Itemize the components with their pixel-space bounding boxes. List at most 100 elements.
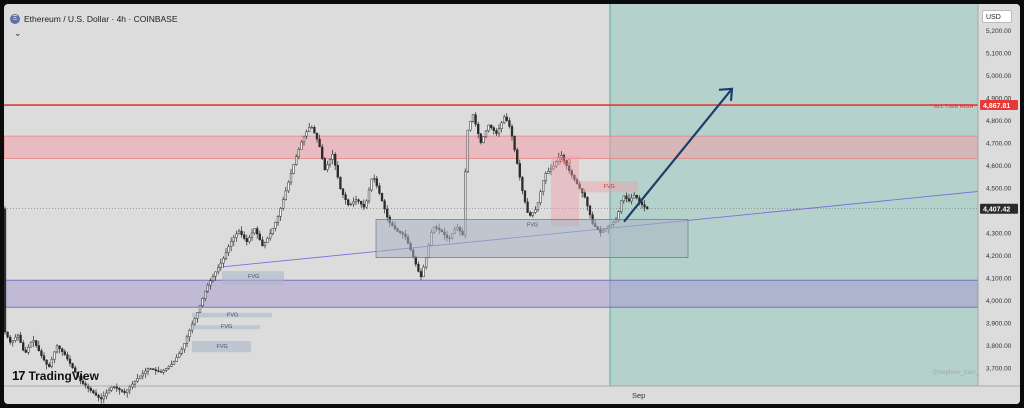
candle-body: [562, 155, 566, 161]
candle-body: [510, 126, 514, 137]
candle-body: [214, 271, 217, 277]
candle-body: [248, 237, 251, 242]
candle-body: [547, 170, 550, 174]
candle-body: [617, 211, 620, 221]
supply-zone: [4, 135, 979, 159]
candle-body: [378, 185, 381, 194]
candle-body: [521, 176, 524, 192]
candle-body: [279, 208, 282, 217]
candle-body: [146, 368, 150, 372]
fvg-label: FVG: [221, 324, 232, 330]
candle-body: [422, 266, 425, 278]
candle-body: [518, 163, 521, 178]
candle-body: [209, 280, 212, 286]
candle-body: [68, 358, 72, 364]
candle-body: [232, 237, 235, 242]
candle-body: [633, 194, 636, 199]
candle-body: [84, 383, 87, 387]
candle-body: [557, 157, 560, 162]
candle-body: [76, 371, 79, 377]
fvg-zone: [192, 312, 272, 318]
candle-body: [321, 146, 324, 159]
candle-body: [578, 183, 581, 189]
candle-body: [331, 154, 334, 160]
price-tick-label: 3,900.00: [986, 320, 1012, 327]
candle-body: [352, 201, 355, 205]
fvg-label: FVG: [560, 159, 571, 165]
candle-body: [14, 336, 17, 341]
price-tick-label: 4,800.00: [986, 118, 1012, 125]
candle-body: [360, 201, 363, 205]
candle-body: [367, 189, 371, 202]
candle-body: [513, 135, 516, 151]
candle-body: [570, 170, 573, 176]
candle-body: [523, 190, 527, 203]
candle-body: [646, 206, 649, 210]
currency-selector[interactable]: USD: [982, 10, 1012, 23]
candle-body: [102, 395, 105, 400]
price-tick-label: 4,200.00: [986, 253, 1012, 260]
candle-body: [81, 380, 85, 384]
candle-body: [354, 199, 358, 203]
candle-body: [365, 200, 368, 208]
candle-body: [344, 194, 347, 201]
candle-body: [139, 375, 142, 379]
tradingview-mark: 17: [12, 368, 26, 383]
candle-body: [40, 350, 43, 356]
candle-body: [206, 284, 209, 292]
candle-body: [380, 192, 384, 202]
candle-body: [237, 230, 241, 235]
fvg-zone: [375, 219, 689, 258]
candle-body: [516, 149, 519, 164]
candle-body: [588, 205, 592, 216]
candle-body: [224, 252, 228, 259]
ath-price-tag: [980, 100, 1018, 111]
candle-body: [235, 233, 238, 238]
candle-body: [544, 173, 547, 181]
candle-body: [113, 386, 116, 388]
candle-body: [105, 392, 108, 397]
price-tick-label: 3,700.00: [986, 365, 1012, 372]
candle-body: [417, 263, 420, 272]
chevron-down-icon[interactable]: ⌄: [14, 28, 22, 38]
candle-body: [55, 345, 59, 353]
tradingview-wordmark: TradingView: [28, 368, 99, 383]
candle-body: [357, 199, 360, 202]
candle-body: [74, 367, 77, 373]
candle-body: [482, 136, 485, 143]
candle-body: [253, 228, 256, 234]
price-chart[interactable]: ALL TIME HIGH FVG FVG FVG FVG FVG FVG FVG 3,70…: [4, 4, 1020, 404]
candle-body: [183, 343, 186, 350]
current-price-tag: [980, 203, 1018, 214]
candle-body: [643, 204, 646, 208]
candle-body: [289, 173, 293, 183]
candle-body: [492, 127, 495, 131]
candle-body: [287, 181, 290, 192]
all-time-high-label: ALL TIME HIGH: [934, 104, 973, 110]
candle-body: [128, 386, 131, 391]
candle-body: [19, 334, 22, 343]
candle-body: [126, 389, 129, 393]
candle-body: [58, 345, 61, 349]
candle-body: [157, 370, 160, 372]
symbol-header[interactable]: Ξ Ethereum / U.S. Dollar · 4h · COINBASE: [10, 12, 178, 26]
candle-body: [505, 116, 508, 121]
ethereum-icon: Ξ: [10, 14, 20, 24]
candle-body: [24, 349, 27, 353]
price-tick-label: 4,300.00: [986, 230, 1012, 237]
candle-body: [300, 141, 303, 150]
candle-body: [318, 138, 321, 148]
candle-body: [94, 392, 98, 396]
candle-body: [336, 165, 339, 178]
candle-body: [305, 131, 308, 137]
candle-body: [627, 198, 631, 202]
fvg-zone: [192, 340, 251, 353]
candle-body: [471, 114, 475, 122]
candle-body: [170, 364, 173, 367]
candle-body: [425, 257, 428, 268]
candle-body: [263, 242, 267, 246]
candle-body: [258, 233, 261, 241]
candle-body: [313, 127, 316, 134]
candle-body: [193, 317, 196, 325]
candle-body: [552, 165, 555, 170]
